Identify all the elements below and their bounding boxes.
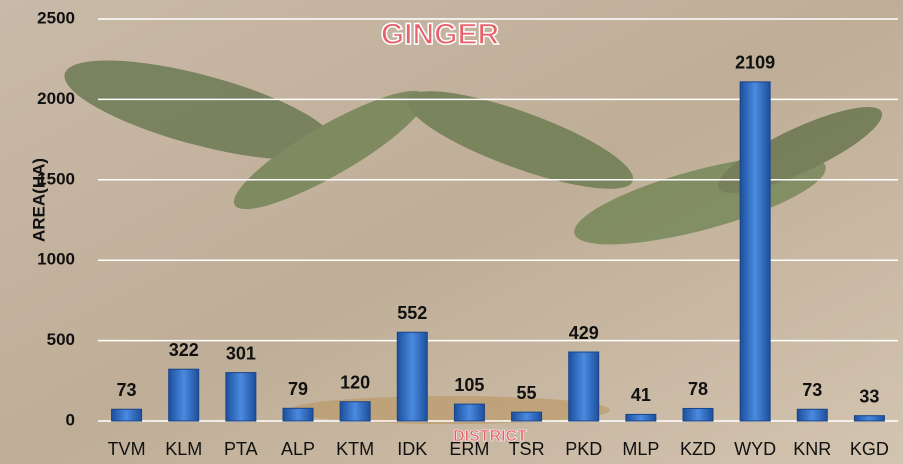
value-label: 322: [169, 340, 199, 360]
value-label: 2109: [735, 53, 775, 73]
bar: [797, 409, 827, 421]
bar: [626, 414, 656, 421]
value-label: 552: [397, 303, 427, 323]
bar: [740, 82, 770, 421]
value-label: 73: [117, 380, 137, 400]
y-tick-label: 2000: [37, 89, 75, 108]
chart-title: GINGER: [381, 18, 500, 51]
y-tick-label: 0: [66, 410, 75, 429]
x-tick-label: TSR: [509, 439, 545, 459]
bar: [397, 332, 427, 421]
x-tick-label: MLP: [622, 439, 659, 459]
x-tick-label: KLM: [165, 439, 202, 459]
x-tick-label: KNR: [793, 439, 831, 459]
x-tick-label: IDK: [397, 439, 427, 459]
value-label: 429: [569, 323, 599, 343]
x-tick-label: ERM: [449, 439, 489, 459]
x-tick-label: TVM: [108, 439, 146, 459]
value-label: 41: [631, 385, 651, 405]
y-tick-label: 1000: [37, 250, 75, 269]
y-tick-label: 1500: [37, 169, 75, 188]
bar: [683, 408, 713, 421]
y-tick-label: 2500: [37, 8, 75, 27]
value-label: 105: [454, 375, 484, 395]
bar: [512, 412, 542, 421]
x-tick-label: KZD: [680, 439, 716, 459]
bar: [854, 416, 884, 421]
chart: GINGER AREA(HA) DISTRICT 050010001500200…: [0, 0, 903, 464]
y-tick-label: 500: [47, 330, 75, 349]
x-tick-label: KTM: [336, 439, 374, 459]
bar: [226, 373, 256, 421]
value-label: 55: [517, 383, 537, 403]
bar: [569, 352, 599, 421]
value-label: 301: [226, 343, 256, 363]
value-label: 33: [859, 386, 879, 406]
bar: [112, 409, 142, 421]
bar: [169, 369, 199, 421]
x-tick-label: KGD: [850, 439, 889, 459]
x-tick-label: PTA: [224, 439, 258, 459]
bar: [340, 402, 370, 421]
value-label: 78: [688, 379, 708, 399]
value-label: 120: [340, 372, 370, 392]
x-tick-label: WYD: [734, 439, 776, 459]
bar: [454, 404, 484, 421]
value-label: 73: [802, 380, 822, 400]
bar: [283, 408, 313, 421]
x-tick-label: ALP: [281, 439, 315, 459]
value-label: 79: [288, 379, 308, 399]
x-tick-label: PKD: [565, 439, 602, 459]
